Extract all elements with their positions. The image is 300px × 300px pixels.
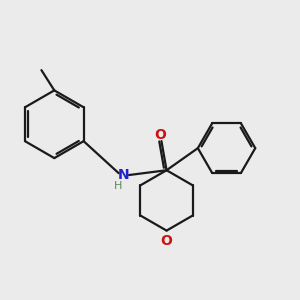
Text: O: O <box>154 128 166 142</box>
Text: H: H <box>114 181 122 191</box>
Text: O: O <box>160 233 172 248</box>
Text: N: N <box>118 168 129 182</box>
